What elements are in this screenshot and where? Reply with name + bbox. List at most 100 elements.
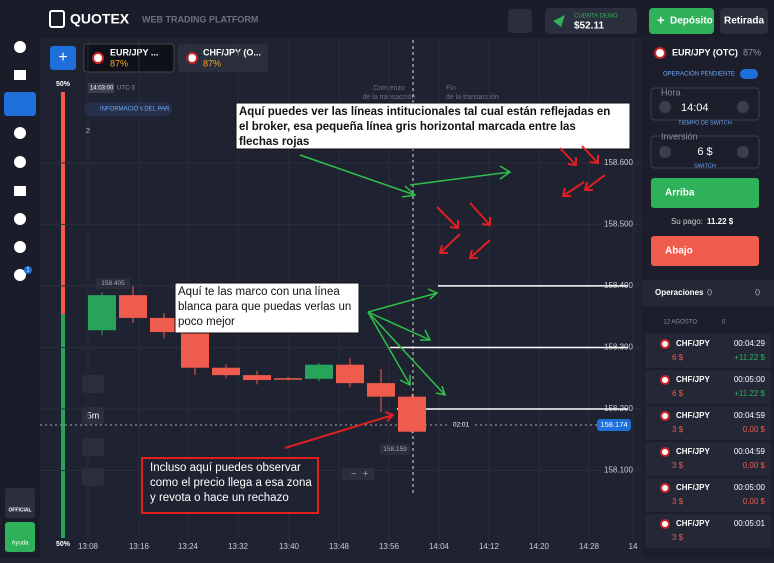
- add-tab[interactable]: [50, 46, 76, 70]
- switch: SWITCH: [694, 163, 716, 169]
- annotation-text: Incluso aquí puedes observar: [150, 462, 301, 474]
- official: OFFICIAL: [8, 507, 31, 513]
- analytics-icon[interactable]: [14, 70, 26, 80]
- candle-body: [367, 383, 395, 397]
- timer: 02:01: [453, 422, 470, 429]
- official-button[interactable]: [5, 488, 35, 518]
- flag: [660, 519, 670, 529]
- candle-body: [336, 364, 364, 384]
- x-tick-label: 13:24: [178, 542, 199, 551]
- panel-time: 14:04: [681, 102, 709, 114]
- trade-time: 00:04:29: [734, 339, 766, 348]
- candle-body: [119, 295, 147, 318]
- annotation-box: [141, 457, 319, 514]
- trade-amount: 6 $: [672, 389, 684, 398]
- trade-pair: CHF/JPY: [676, 375, 710, 384]
- down-percent: 50%: [56, 541, 71, 548]
- logo: [49, 10, 65, 28]
- annotation-box: [235, 102, 631, 150]
- pair-info[interactable]: [84, 102, 172, 116]
- date: 12 AGOSTO: [663, 320, 697, 326]
- panel-payout: 87%: [743, 47, 761, 57]
- tab-pair: EUR/JPY ...: [110, 47, 158, 57]
- high-label: 158.405: [101, 280, 125, 287]
- plus-button[interactable]: [737, 146, 749, 158]
- flag: [186, 52, 198, 64]
- pair-info-label: INFORMACIÓN DEL PAR: [100, 106, 170, 113]
- payout-label: Su pago:: [671, 217, 703, 226]
- chart-type[interactable]: [82, 438, 104, 456]
- tab[interactable]: [83, 43, 175, 73]
- profile-icon[interactable]: [14, 127, 26, 139]
- trade-amount: 3 $: [672, 461, 684, 470]
- withdraw-button[interactable]: [720, 8, 768, 34]
- help-button[interactable]: [5, 522, 35, 552]
- tab[interactable]: [178, 44, 268, 72]
- badge-count: 1: [26, 268, 30, 274]
- x-tick-label: 14:28: [579, 542, 600, 551]
- down-button[interactable]: [651, 236, 759, 266]
- up-button[interactable]: [651, 178, 759, 208]
- minus-button[interactable]: [659, 101, 671, 113]
- tab-pair: CHF/JPY (O...: [203, 47, 261, 57]
- badge: [24, 266, 32, 274]
- minus-button[interactable]: [659, 146, 671, 158]
- x-tick-label: 13:32: [228, 542, 249, 551]
- date-count: 0: [722, 320, 726, 326]
- timezone: UTC-3: [117, 86, 135, 92]
- draw-tool[interactable]: [82, 375, 104, 393]
- trading-icon[interactable]: [4, 92, 36, 116]
- account[interactable]: [545, 8, 637, 34]
- balance: $52.11: [574, 21, 604, 32]
- candle-body: [305, 364, 333, 379]
- deposit: Depósito: [670, 16, 713, 27]
- candle-body: [181, 332, 209, 368]
- account-label: CUENTA DEMO: [574, 14, 618, 20]
- candle-body: [243, 375, 271, 381]
- brand: QUOTEX: [70, 11, 130, 27]
- coins-icon[interactable]: [14, 241, 26, 253]
- notifications[interactable]: [508, 9, 532, 33]
- amount-label: Inversión: [661, 131, 698, 141]
- amount-input[interactable]: [650, 135, 760, 169]
- x-tick-label: 14:04: [429, 542, 450, 551]
- timer-box: [448, 419, 474, 430]
- help-icon[interactable]: [14, 41, 26, 53]
- top-bar: [0, 0, 774, 38]
- price-label: 158.174: [600, 420, 627, 429]
- flag: [92, 52, 104, 64]
- market-icon[interactable]: [14, 156, 26, 168]
- leaderboard-icon[interactable]: [14, 186, 26, 196]
- trade-time: 00:04:59: [734, 447, 766, 456]
- signals-icon[interactable]: [14, 213, 26, 225]
- x-tick-label: 14: [629, 542, 638, 551]
- account-icon: [553, 15, 565, 27]
- plus-button[interactable]: [737, 101, 749, 113]
- operations-header: [642, 280, 774, 306]
- flag: [660, 483, 670, 493]
- sentiment-up: [61, 314, 65, 538]
- pending-toggle[interactable]: [740, 69, 758, 79]
- trade-result: 0.00 $: [743, 461, 766, 470]
- plus: +: [58, 49, 67, 66]
- flag: [660, 375, 670, 385]
- flag: [660, 339, 670, 349]
- price-tag: [597, 418, 631, 431]
- trade-pair: CHF/JPY: [676, 447, 710, 456]
- operations[interactable]: Operaciones: [655, 288, 704, 297]
- zoom[interactable]: [342, 468, 374, 480]
- trade-result: +11.22 $: [734, 353, 765, 362]
- time-input[interactable]: [650, 87, 760, 121]
- plus: +: [363, 468, 368, 478]
- candle-body: [274, 378, 302, 380]
- help: Ayuda: [12, 541, 30, 547]
- annotation-text: y revota o hace un rechazo: [150, 492, 289, 504]
- pending: OPERACIÓN PENDIENTE: [663, 71, 735, 78]
- annotation-box: [174, 282, 360, 334]
- deposit-button[interactable]: [649, 8, 714, 34]
- x-tick-label: 13:08: [78, 542, 99, 551]
- trade-pair: CHF/JPY: [676, 339, 710, 348]
- low-tag: [380, 444, 410, 455]
- trophy-icon[interactable]: [14, 269, 26, 281]
